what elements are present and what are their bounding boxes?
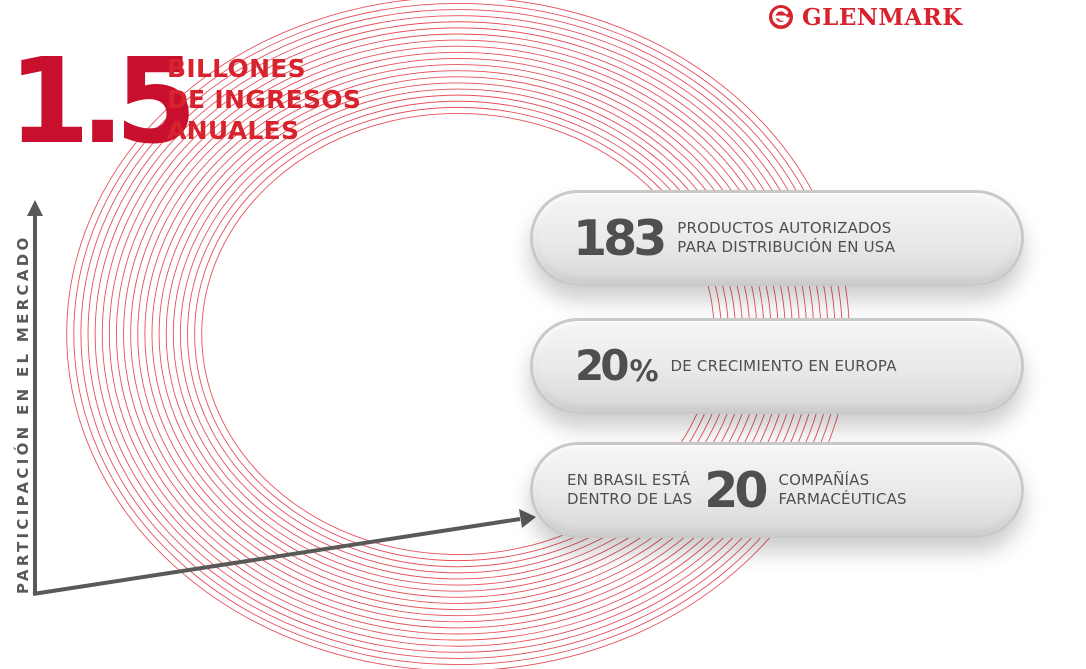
stat-description-line: PARA DISTRIBUCIÓN EN USA: [677, 238, 896, 256]
stat-pill-brazil: EN BRASIL ESTÁ DENTRO DE LAS 20 COMPAÑÍA…: [530, 442, 1024, 538]
revenue-caption-line: ANUALES: [167, 116, 300, 145]
stat-number: 20: [575, 341, 629, 390]
revenue-caption: BILLONES DE INGRESOS ANUALES: [167, 53, 361, 146]
brand-name: GLENMARK: [802, 3, 963, 31]
stat-percent-sign: %: [629, 354, 659, 388]
revenue-caption-line: BILLONES: [167, 54, 306, 83]
stat-description: COMPAÑÍAS FARMACÉUTICAS: [779, 471, 907, 509]
stat-pill-usa: 183 PRODUCTOS AUTORIZADOS PARA DISTRIBUC…: [530, 190, 1024, 286]
stat-prefix-line: EN BRASIL ESTÁ: [567, 471, 690, 489]
stat-description: DE CRECIMIENTO EN EUROPA: [671, 357, 897, 376]
stat-number: 183: [573, 209, 667, 267]
stat-number: 20: [704, 461, 768, 519]
vertical-axis-arrowhead: [27, 200, 43, 216]
glenmark-logo: GLENMARK: [768, 2, 963, 32]
stat-description-line: PRODUCTOS AUTORIZADOS: [677, 219, 892, 237]
growth-arrow-line: [32, 517, 521, 596]
stat-description: PRODUCTOS AUTORIZADOS PARA DISTRIBUCIÓN …: [677, 219, 895, 257]
stat-prefix: EN BRASIL ESTÁ DENTRO DE LAS: [567, 471, 692, 509]
revenue-value: 1.5: [8, 32, 197, 170]
stat-prefix-line: DENTRO DE LAS: [567, 490, 693, 508]
growth-arrow-arrowhead: [519, 509, 536, 528]
stat-description-line: COMPAÑÍAS: [778, 471, 870, 489]
glenmark-logo-icon: [769, 5, 793, 29]
stat-description-line: FARMACÉUTICAS: [778, 490, 907, 508]
stat-description-line: DE CRECIMIENTO EN EUROPA: [670, 356, 897, 375]
revenue-caption-line: DE INGRESOS: [167, 85, 362, 114]
stat-pill-europe: 20 % DE CRECIMIENTO EN EUROPA: [530, 318, 1024, 414]
axis-label-text: PARTICIPACIÓN EN EL MERCADO: [14, 234, 32, 594]
